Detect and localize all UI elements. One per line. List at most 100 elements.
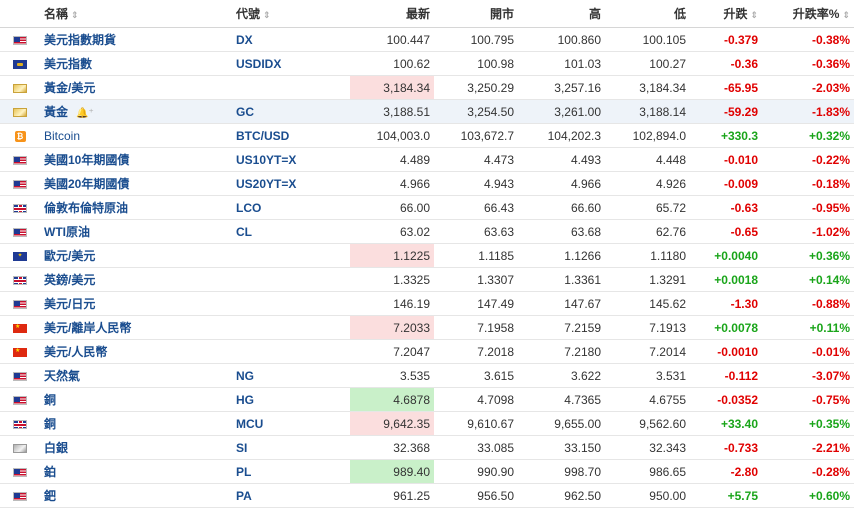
code-cell[interactable]: HG [232, 387, 350, 412]
table-row[interactable]: 倫敦布倫特原油 LCO 66.00 66.43 66.60 65.72 -0.63 -0.95… [0, 195, 854, 220]
code-link[interactable]: MCU [236, 416, 264, 431]
code-cell[interactable]: SI [232, 435, 350, 460]
code-link[interactable]: US10YT=X [236, 152, 297, 167]
name-cell[interactable]: 美元/離岸人民幣 [40, 315, 232, 340]
instrument-name-link[interactable]: 黃金 [44, 105, 69, 119]
instrument-name-link[interactable]: 歐元/美元 [44, 249, 96, 263]
last-column-header[interactable]: 最新 [350, 0, 434, 28]
sort-icon[interactable]: ⇕ [842, 10, 850, 20]
name-cell[interactable]: 銅 [40, 411, 232, 436]
table-row[interactable]: WTI原油 CL 63.02 63.63 63.68 62.76 -0.65 -1.02% [0, 219, 854, 244]
code-cell[interactable]: US20YT=X [232, 171, 350, 196]
name-cell[interactable]: 白銀 [40, 435, 232, 460]
table-row[interactable]: 白銀 SI 32.368 33.085 33.150 32.343 -0.733 -2.21% [0, 435, 854, 460]
table-row[interactable]: 英鎊/美元 1.3325 1.3307 1.3361 1.3291 +0.0018 +0.1… [0, 267, 854, 292]
code-link[interactable]: LCO [236, 200, 262, 215]
instrument-name-link[interactable]: 白銀 [44, 441, 69, 455]
code-cell[interactable] [232, 291, 350, 316]
instrument-name-link[interactable]: Bitcoin [44, 128, 81, 143]
code-link[interactable]: CL [236, 224, 252, 239]
instrument-name-link[interactable]: 黃金/美元 [44, 81, 96, 95]
sort-icon[interactable]: ⇕ [71, 10, 79, 20]
sort-icon[interactable]: ⇕ [750, 10, 758, 20]
table-row[interactable]: 銅 MCU 9,642.35 9,610.67 9,655.00 9,562.60 +33.… [0, 411, 854, 436]
code-link[interactable]: HG [236, 392, 254, 407]
table-row[interactable]: 美元/日元 146.19 147.49 147.67 145.62 -1.30 -0.88% [0, 291, 854, 316]
name-cell[interactable]: 美元指數期貨 [40, 27, 232, 52]
instrument-name-link[interactable]: 銅 [44, 417, 57, 431]
name-column-header[interactable]: 名稱 ⇕ [40, 0, 232, 28]
table-row[interactable]: 黃金 🔔⁺ GC 3,188.51 3,254.50 3,261.00 3,188.14 -5… [0, 99, 854, 124]
change-pct-column-header[interactable]: 升跌率% ⇕ [762, 0, 854, 28]
code-cell[interactable]: NG [232, 363, 350, 388]
name-cell[interactable]: 黃金 🔔⁺ [40, 99, 232, 124]
name-cell[interactable]: 天然氣 [40, 363, 232, 388]
code-link[interactable]: PA [236, 488, 252, 503]
table-row[interactable]: 黃金/美元 3,184.34 3,250.29 3,257.16 3,184.34 -65… [0, 75, 854, 100]
code-cell[interactable]: US10YT=X [232, 147, 350, 172]
instrument-name-link[interactable]: 美國20年期國債 [44, 177, 130, 191]
name-cell[interactable]: 美元/日元 [40, 291, 232, 316]
instrument-name-link[interactable]: 美國10年期國債 [44, 153, 130, 167]
code-cell[interactable]: USDIDX [232, 51, 350, 76]
code-link[interactable]: NG [236, 368, 254, 383]
code-cell[interactable] [232, 339, 350, 364]
code-cell[interactable]: CL [232, 219, 350, 244]
code-link[interactable]: DX [236, 32, 253, 47]
instrument-name-link[interactable]: 天然氣 [44, 369, 81, 383]
code-link[interactable]: BTC/USD [236, 128, 290, 143]
table-row[interactable]: 美國10年期國債 US10YT=X 4.489 4.473 4.493 4.448 -0.0… [0, 147, 854, 172]
code-cell[interactable]: GC [232, 99, 350, 124]
instrument-name-link[interactable]: 美元/人民幣 [44, 345, 108, 359]
table-row[interactable]: 天然氣 NG 3.535 3.615 3.622 3.531 -0.112 -3.07% [0, 363, 854, 388]
instrument-name-link[interactable]: 鈀 [44, 489, 57, 503]
table-row[interactable]: 鉑 PL 989.40 990.90 998.70 986.65 -2.80 -0.28% [0, 459, 854, 484]
table-row[interactable]: 美元指數期貨 DX 100.447 100.795 100.860 100.105 -0.3… [0, 27, 854, 52]
name-cell[interactable]: WTI原油 [40, 219, 232, 244]
instrument-name-link[interactable]: 倫敦布倫特原油 [44, 201, 129, 215]
table-row[interactable]: 美國20年期國債 US20YT=X 4.966 4.943 4.966 4.926 -0.0… [0, 171, 854, 196]
alert-bell-icon[interactable]: 🔔⁺ [76, 108, 94, 119]
name-cell[interactable]: 美元指數 [40, 51, 232, 76]
instrument-name-link[interactable]: 美元/日元 [44, 297, 96, 311]
table-row[interactable]: 銅 HG 4.6878 4.7098 4.7365 4.6755 -0.0352 -0.75% [0, 387, 854, 412]
code-cell[interactable]: BTC/USD [232, 123, 350, 148]
code-cell[interactable]: MCU [232, 411, 350, 436]
code-cell[interactable]: PA [232, 483, 350, 508]
code-cell[interactable] [232, 243, 350, 268]
code-link[interactable]: USDIDX [236, 56, 282, 71]
instrument-name-link[interactable]: 英鎊/美元 [44, 273, 96, 287]
instrument-name-link[interactable]: WTI原油 [44, 225, 90, 239]
code-link[interactable]: US20YT=X [236, 176, 297, 191]
name-cell[interactable]: 黃金/美元 [40, 75, 232, 100]
instrument-name-link[interactable]: 美元指數期貨 [44, 33, 117, 47]
name-cell[interactable]: 銅 [40, 387, 232, 412]
instrument-name-link[interactable]: 鉑 [44, 465, 57, 479]
change-column-header[interactable]: 升跌 ⇕ [690, 0, 762, 28]
code-link[interactable]: GC [236, 104, 254, 119]
instrument-name-link[interactable]: 銅 [44, 393, 57, 407]
table-row[interactable]: ₿ Bitcoin BTC/USD 104,003.0 103,672.7 104,202… [0, 123, 854, 148]
code-column-header[interactable]: 代號 ⇕ [232, 0, 350, 28]
code-cell[interactable]: DX [232, 27, 350, 52]
name-cell[interactable]: 倫敦布倫特原油 [40, 195, 232, 220]
name-cell[interactable]: Bitcoin [40, 123, 232, 148]
code-cell[interactable] [232, 267, 350, 292]
code-cell[interactable]: LCO [232, 195, 350, 220]
code-link[interactable]: SI [236, 440, 248, 455]
sort-icon[interactable]: ⇕ [263, 10, 271, 20]
name-cell[interactable]: 英鎊/美元 [40, 267, 232, 292]
table-row[interactable]: 美元指數 USDIDX 100.62 100.98 101.03 100.27 -0.36-… [0, 51, 854, 76]
table-row[interactable]: 美元/人民幣 7.20477.20187.21807.2014-0.0010-0.… [0, 339, 854, 364]
instrument-name-link[interactable]: 美元/離岸人民幣 [44, 321, 132, 335]
code-cell[interactable]: PL [232, 459, 350, 484]
table-row[interactable]: 鈀 PA 961.25 956.50 962.50 950.00 +5.75 +0.60% [0, 483, 854, 508]
code-cell[interactable] [232, 315, 350, 340]
name-cell[interactable]: 美元/人民幣 [40, 339, 232, 364]
table-row[interactable]: 美元/離岸人民幣 7.20337.19587.21597.1913+0.0078+… [0, 315, 854, 340]
instrument-name-link[interactable]: 美元指數 [44, 57, 93, 71]
table-row[interactable]: 歐元/美元 1.12251.11851.12661.1180+0.0040+0.3… [0, 243, 854, 268]
name-cell[interactable]: 美國10年期國債 [40, 147, 232, 172]
name-cell[interactable]: 鈀 [40, 483, 232, 508]
name-cell[interactable]: 歐元/美元 [40, 243, 232, 268]
